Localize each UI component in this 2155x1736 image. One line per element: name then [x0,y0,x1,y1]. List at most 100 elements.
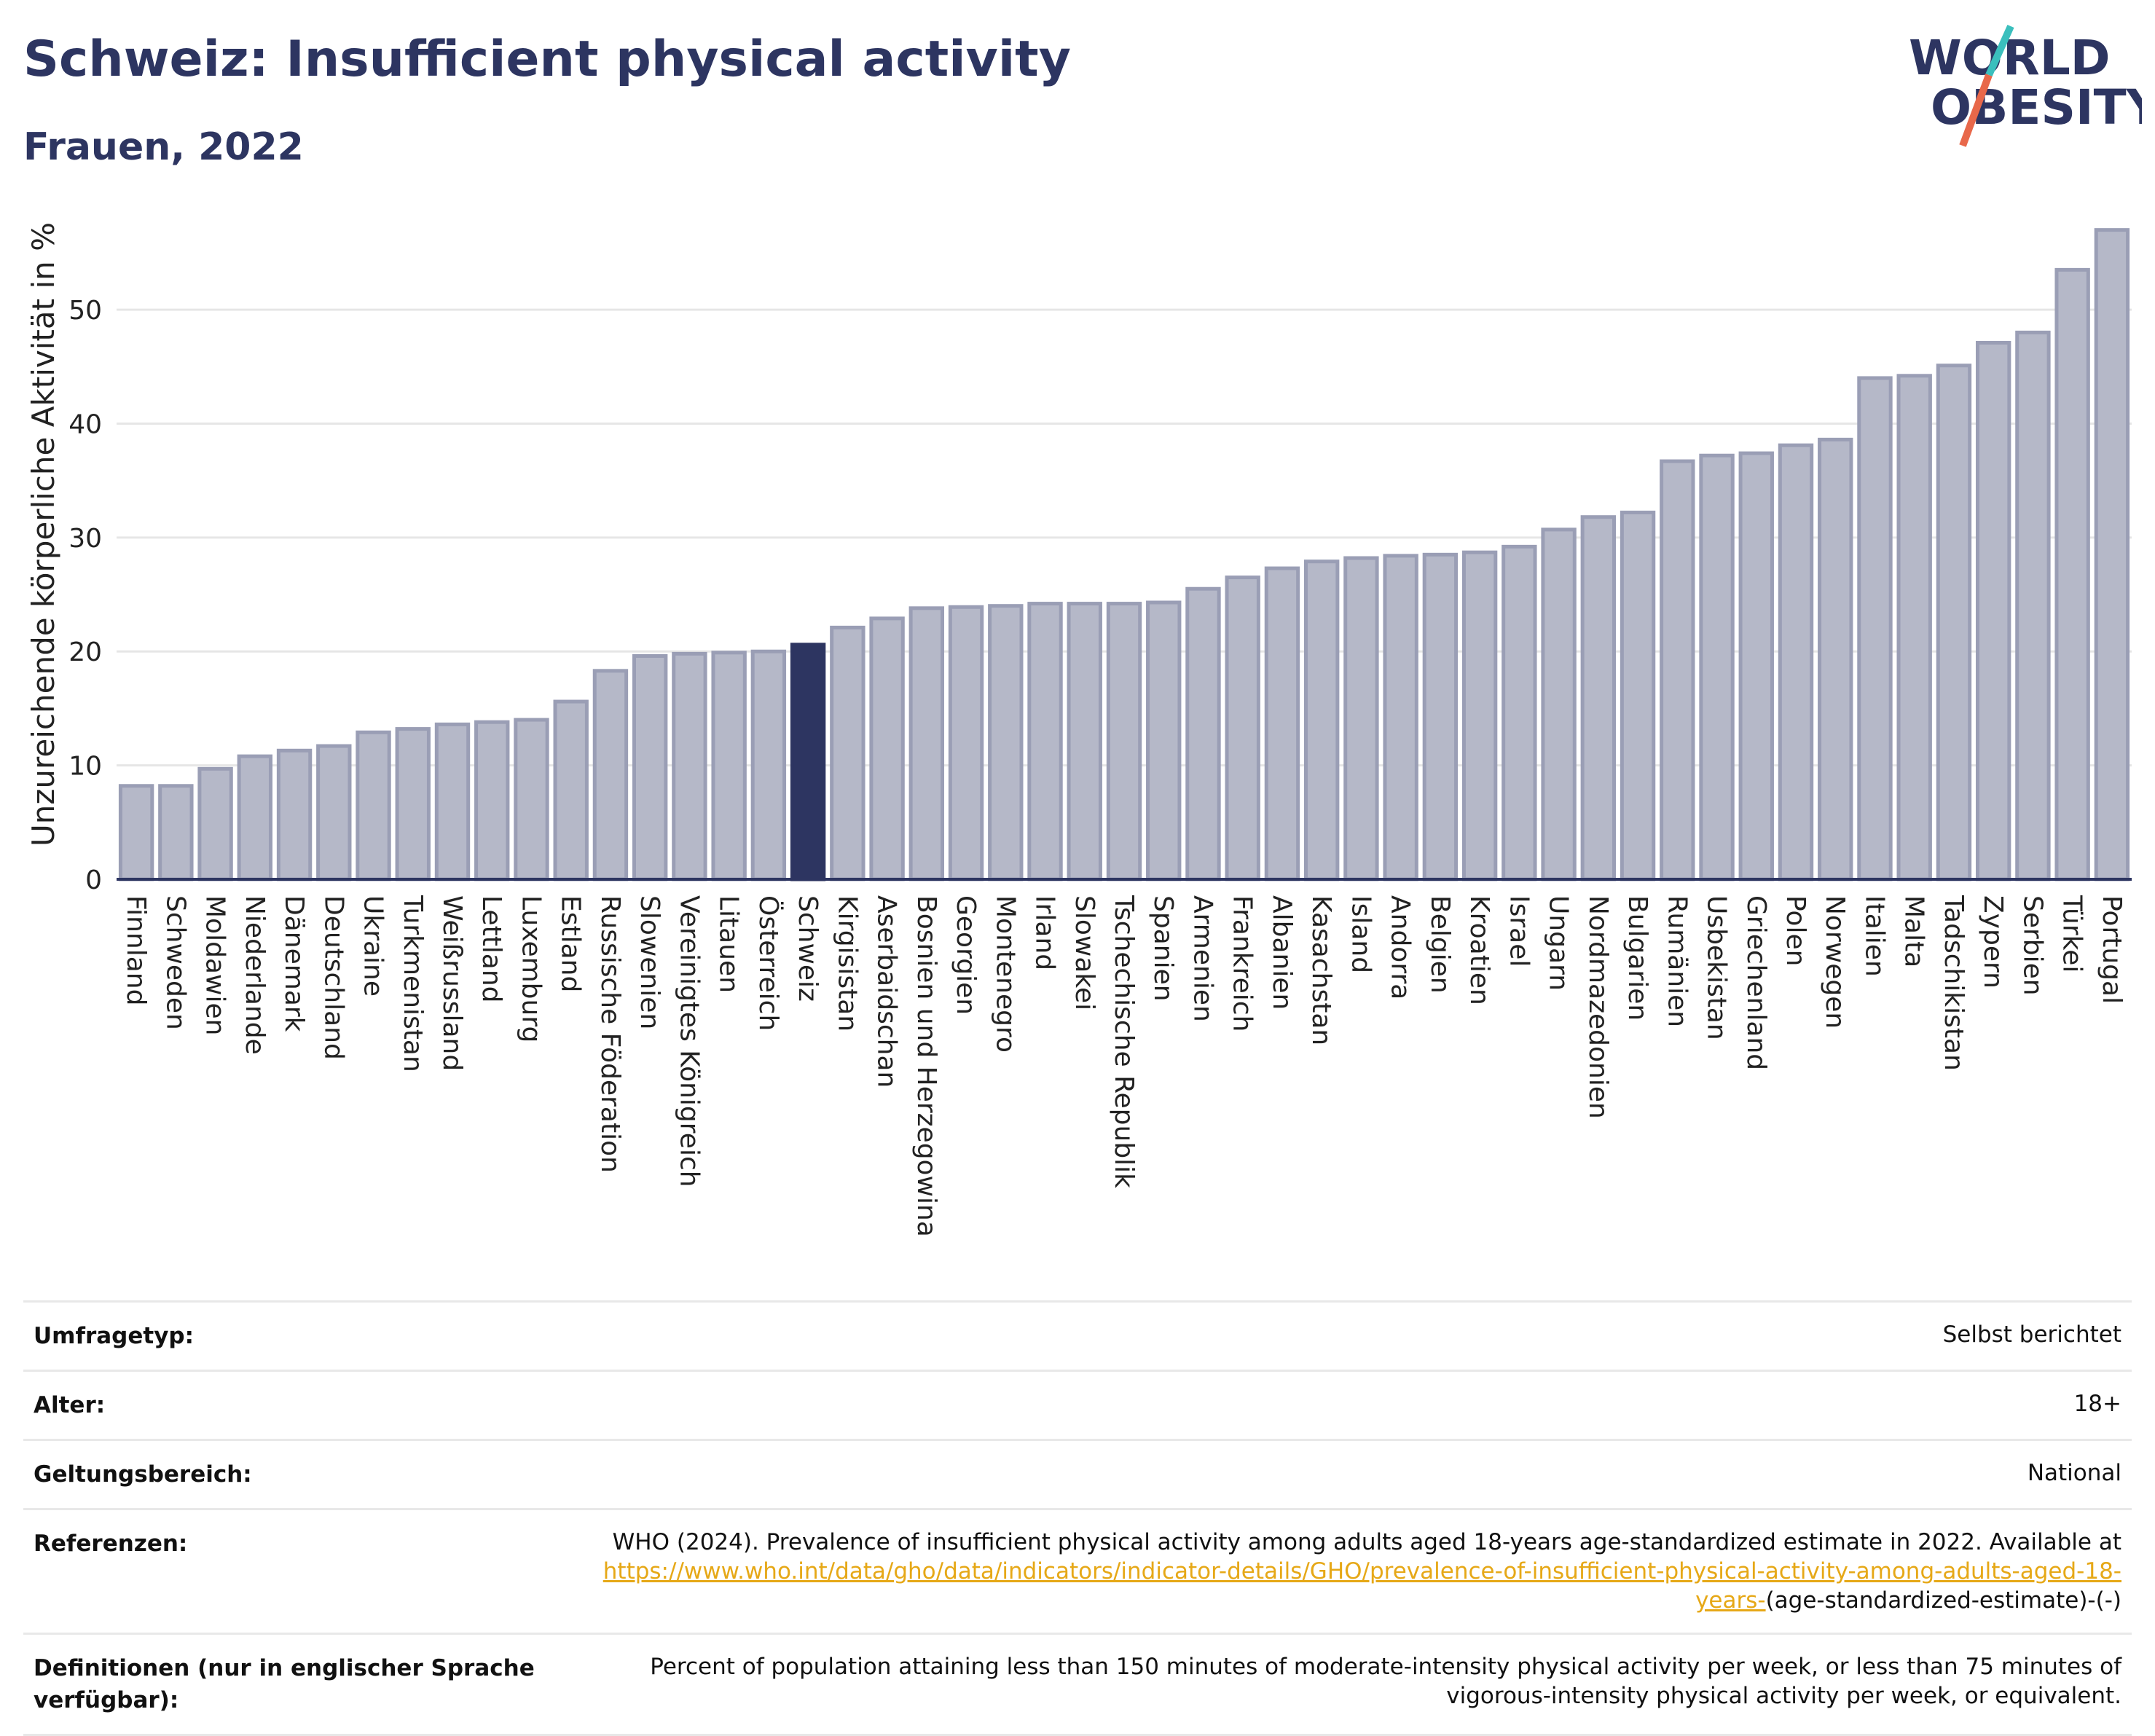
x-tick-label: Kirgisistan [832,895,862,1032]
x-tick-label: Luxemburg [516,895,546,1042]
bar [988,604,1024,881]
bar [869,616,905,881]
x-tick-label: Polen [1781,895,1810,966]
meta-row-age: Alter: 18+ [23,1370,2132,1439]
bar [1185,586,1221,881]
x-tick-label: Malta [1899,895,1929,967]
bar [830,625,865,881]
bar [908,606,945,881]
x-tick-label: Ungarn [1544,895,1574,991]
x-tick-label: Portugal [2097,895,2127,1004]
meta-row-scope: Geltungsbereich: National [23,1439,2132,1508]
x-tick-label: Belgien [1425,895,1455,994]
x-tick-label: Nordmazedonien [1583,895,1613,1119]
bar [395,727,431,881]
meta-row-definitions: Definitionen (nur in englischer Sprache … [23,1633,2132,1736]
x-tick-label: Vereinigtes Königreich [674,895,704,1187]
bar [1660,459,1695,881]
x-tick-label: Tadschikistan [1939,895,1968,1071]
bar [1541,527,1577,881]
x-tick-label: Italien [1859,895,1889,977]
meta-value: WHO (2024). Prevalence of insufficient p… [543,1528,2121,1615]
x-tick-label: Bosnien und Herzegowina [911,895,941,1237]
x-tick-label: Moldawien [200,895,230,1035]
x-tick-label: Albanien [1267,895,1297,1010]
meta-label: Umfragetyp: [34,1323,194,1349]
bar [2054,267,2090,881]
x-tick-label: Turkmenistan [398,895,428,1072]
x-tick-label: Aserbaidschan [872,895,902,1088]
x-tick-label: Rumänien [1662,895,1692,1027]
bar [2015,330,2051,881]
y-tick-label: 30 [68,524,102,554]
meta-value: Percent of population attaining less tha… [650,1654,2121,1709]
world-obesity-logo: WORLD OBESITY [1909,24,2142,147]
x-tick-label: Ukraine [358,895,388,997]
x-tick-label: Frankreich [1228,895,1257,1032]
x-tick-label: Österreich [753,895,784,1031]
chart-title: Schweiz: Insufficient physical activity [23,31,1071,88]
meta-label: Alter: [34,1392,106,1418]
x-tick-label: Island [1346,895,1375,973]
meta-label: Referenzen: [34,1531,188,1557]
reference-link[interactable]: https://www.who.int/data/gho/data/indica… [602,1558,2121,1614]
bar [592,669,629,881]
bar [118,784,154,881]
x-tick-label: Dänemark [279,895,309,1032]
x-tick-label: Lettland [476,895,506,1003]
x-tick-label: Slowakei [1069,895,1099,1010]
x-tick-label: Griechenland [1741,895,1771,1070]
logo-slash-teal [1985,24,2014,77]
reference-suffix: (age-standardized-estimate)-(-) [1765,1587,2121,1614]
metadata-table: Umfragetyp: Selbst berichtet Alter: 18+ … [23,1300,2132,1736]
bar [474,720,510,881]
bar [750,649,787,881]
bar [1699,453,1735,881]
y-tick-label: 0 [85,865,102,895]
bar [1502,544,1537,881]
x-tick-label: Estland [556,895,586,992]
bar [1461,550,1498,881]
bar [790,643,826,881]
bar [1738,451,1774,881]
x-tick-label: Russische Föderation [595,895,625,1173]
bar [1936,364,1972,881]
reference-text: WHO (2024). Prevalence of insufficient p… [612,1529,2121,1555]
x-tick-label: Armenien [1188,895,1217,1022]
bar [1778,443,1814,881]
y-tick-label: 50 [68,296,102,326]
x-tick-label: Weißrussland [437,895,467,1071]
chart-subtitle: Frauen, 2022 [23,125,304,169]
x-tick-label: Montenegro [990,895,1020,1053]
bar [1857,376,1893,881]
bar [1106,602,1142,881]
bar [1225,576,1260,881]
x-tick-label: Litauen [714,895,744,993]
x-tick-label: Zypern [1978,895,2008,989]
bar [356,730,391,881]
bar [1383,554,1418,881]
bar [158,784,194,881]
meta-label: Definitionen (nur in englischer Sprache … [34,1655,535,1713]
meta-row-survey-type: Umfragetyp: Selbst berichtet [23,1300,2132,1370]
bar [276,748,313,881]
x-tick-label: Schweiz [793,895,823,1002]
bar [1343,556,1379,881]
logo-line2: OBESITY [1931,79,2142,135]
bar [316,744,352,881]
bar [672,651,707,881]
bar [632,653,668,881]
x-tick-label: Kroatien [1464,895,1494,1005]
x-tick-label: Schweden [160,895,190,1030]
bar [1027,602,1063,881]
x-tick-label: Usbekistan [1702,895,1732,1040]
bar [197,766,233,881]
bar [1620,510,1656,881]
x-tick-label: Finnland [121,895,151,1005]
x-tick-label: Kasachstan [1306,895,1336,1045]
x-tick-label: Andorra [1386,895,1416,999]
meta-label: Geltungsbereich: [34,1461,252,1488]
bar [1067,602,1102,881]
x-tick-label: Bulgarien [1622,895,1652,1021]
